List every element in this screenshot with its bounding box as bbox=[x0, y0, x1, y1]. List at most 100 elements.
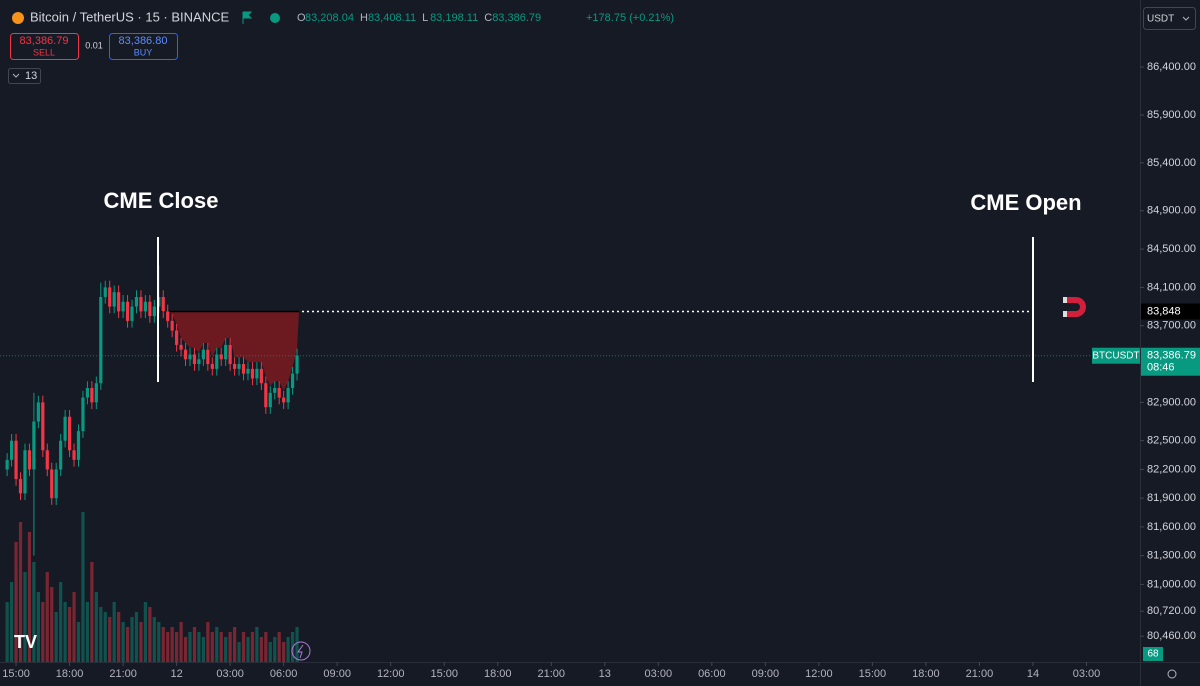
candle-body bbox=[32, 421, 36, 470]
candle-body bbox=[210, 364, 214, 369]
y-tick-label: 81,900.00 bbox=[1147, 492, 1196, 504]
volume-bar bbox=[268, 642, 272, 662]
buy-label: BUY bbox=[134, 47, 153, 57]
x-tick-label: 14 bbox=[1027, 668, 1039, 680]
candle-body bbox=[134, 296, 139, 307]
replay-icon[interactable] bbox=[291, 641, 311, 661]
x-tick-label: 06:00 bbox=[698, 668, 726, 680]
volume-bar bbox=[170, 627, 174, 662]
candle-body bbox=[206, 349, 210, 365]
x-tick-label: 15:00 bbox=[2, 668, 30, 680]
candle-body bbox=[241, 364, 246, 374]
x-tick-label: 09:00 bbox=[752, 668, 780, 680]
candle-body bbox=[27, 450, 32, 470]
candle-body bbox=[54, 469, 58, 499]
candle-body bbox=[90, 388, 94, 403]
candle-body bbox=[59, 440, 63, 470]
candle-body bbox=[215, 354, 219, 369]
y-tick-label: 84,100.00 bbox=[1147, 281, 1196, 293]
volume-bar bbox=[94, 592, 98, 662]
volume-bar bbox=[259, 637, 263, 662]
volume-bar bbox=[179, 622, 183, 662]
volume-bar bbox=[45, 572, 49, 662]
volume-bar bbox=[121, 622, 125, 662]
candle-body bbox=[277, 388, 281, 398]
candle-body bbox=[76, 431, 81, 460]
volume-bar bbox=[76, 622, 81, 662]
candle-body bbox=[166, 311, 170, 321]
annotation: CME Close bbox=[104, 188, 219, 213]
x-tick-label: 03:00 bbox=[1073, 668, 1101, 680]
indicators-toggle[interactable] bbox=[8, 68, 41, 84]
volume-bar bbox=[67, 607, 72, 662]
volume-bar bbox=[130, 617, 134, 662]
ohlc-key: O bbox=[297, 12, 306, 24]
y-tick-label: 82,500.00 bbox=[1147, 435, 1196, 447]
candle-body bbox=[268, 392, 272, 408]
x-tick-label: 12 bbox=[170, 668, 182, 680]
volume-bar bbox=[237, 642, 241, 662]
chevron bbox=[12, 73, 20, 78]
change: +178.75 (+0.21%) bbox=[586, 12, 674, 24]
candle-body bbox=[139, 296, 143, 312]
ohlc-key: C bbox=[484, 12, 492, 24]
buy-button[interactable] bbox=[109, 33, 178, 60]
y-tick-label: 81,300.00 bbox=[1147, 550, 1196, 562]
volume-bar bbox=[197, 632, 201, 662]
sell-button[interactable] bbox=[10, 33, 79, 60]
candle-body bbox=[50, 469, 54, 499]
x-tick-label: 06:00 bbox=[270, 668, 298, 680]
price-tag-bg bbox=[1141, 347, 1200, 376]
candle-body bbox=[161, 296, 165, 312]
y-tick-label: 81,600.00 bbox=[1147, 521, 1196, 533]
volume-bar bbox=[85, 602, 90, 662]
volume-bar bbox=[183, 637, 188, 662]
volume-bar bbox=[201, 637, 205, 662]
volume-bar bbox=[5, 602, 9, 662]
chevron bbox=[1182, 16, 1190, 21]
currency: USDT bbox=[1147, 14, 1174, 25]
y-tick-label: 83,700.00 bbox=[1147, 320, 1196, 332]
symbol: Bitcoin / TetherUS · 15 · BINANCE bbox=[30, 9, 229, 24]
candle-body bbox=[201, 349, 205, 360]
flag-icon bbox=[242, 11, 253, 24]
candle-body bbox=[121, 301, 125, 312]
volume-bar bbox=[103, 612, 107, 662]
candle-body bbox=[264, 383, 268, 408]
gap-label: 83,848 bbox=[1147, 305, 1181, 317]
volume-bar bbox=[241, 632, 246, 662]
volume-bar bbox=[206, 622, 210, 662]
settings-icon[interactable] bbox=[1167, 669, 1177, 679]
volume-bar bbox=[264, 632, 268, 662]
sell-price: 83,386.79 bbox=[20, 35, 69, 47]
candle-body bbox=[179, 344, 183, 350]
volume-bar bbox=[99, 607, 103, 662]
candle-body bbox=[282, 397, 286, 403]
volume-bar bbox=[36, 592, 40, 662]
candle-body bbox=[63, 416, 67, 441]
tv-logo: TV bbox=[14, 632, 37, 652]
volume-bar bbox=[63, 602, 67, 662]
candle-body bbox=[112, 292, 116, 307]
x-tick-label: 21:00 bbox=[109, 668, 137, 680]
status-dot bbox=[270, 13, 280, 23]
candle-body bbox=[36, 402, 40, 422]
candle-body bbox=[125, 301, 130, 321]
volume-bar bbox=[224, 637, 228, 662]
ohlc-value: 83,386.79 bbox=[492, 12, 541, 24]
y-tick-label: 82,900.00 bbox=[1147, 396, 1196, 408]
candle-body bbox=[250, 368, 255, 379]
x-tick-label: 18:00 bbox=[56, 668, 84, 680]
candle-body bbox=[255, 368, 259, 379]
volume-bar bbox=[295, 627, 299, 662]
volume-bar bbox=[108, 617, 112, 662]
x-tick-label: 21:00 bbox=[966, 668, 994, 680]
candle-body bbox=[197, 359, 201, 365]
candle-body bbox=[103, 287, 107, 297]
volume-bar bbox=[59, 582, 63, 662]
volume-bar bbox=[18, 522, 23, 662]
currency-select[interactable] bbox=[1143, 7, 1196, 30]
candle-body bbox=[224, 344, 228, 360]
